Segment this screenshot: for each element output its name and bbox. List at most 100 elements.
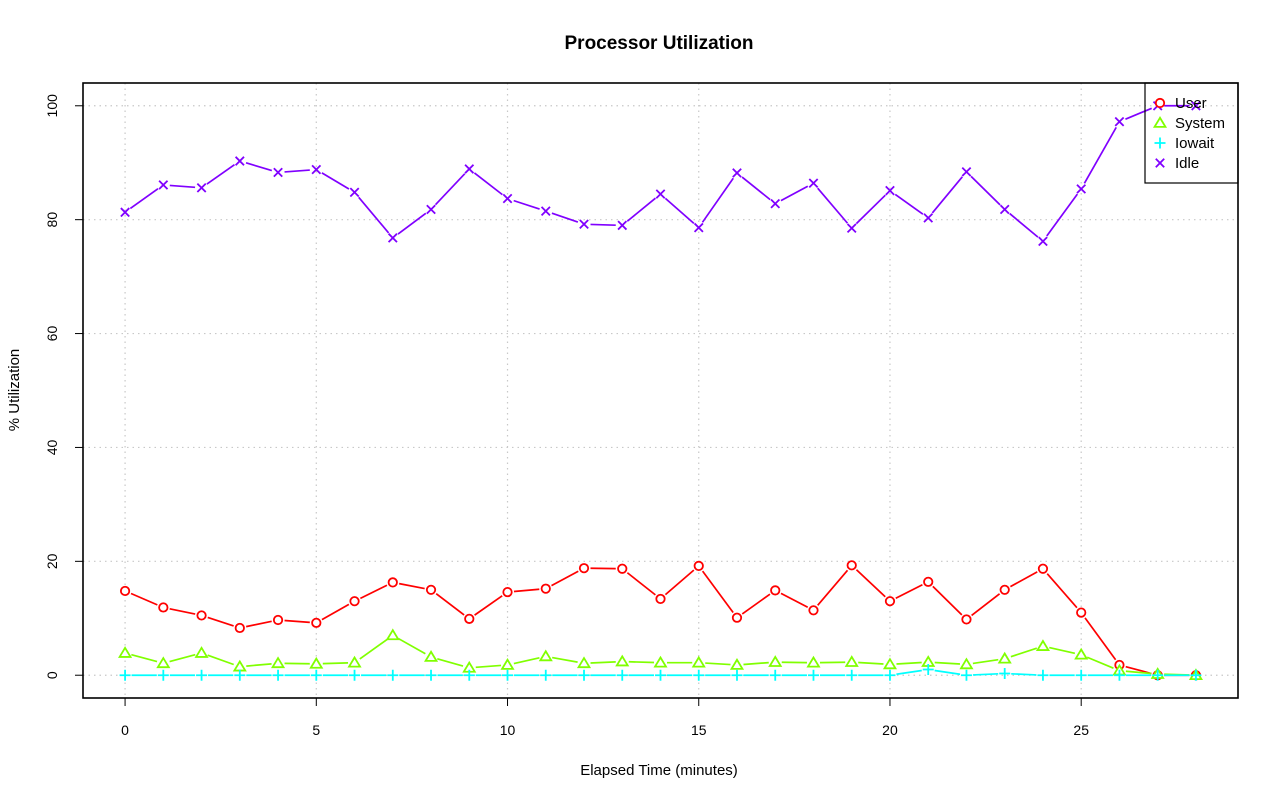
series-idle-segment — [358, 196, 390, 234]
series-system-point — [576, 656, 592, 669]
series-iowait-point — [349, 669, 361, 681]
series-user-segment — [664, 569, 695, 596]
series-iowait-point — [769, 669, 781, 681]
series-idle-segment — [473, 172, 503, 196]
legend: User System Iowait Idle — [1144, 82, 1239, 184]
series-iowait-point — [1190, 669, 1202, 681]
series-user-segment — [817, 569, 849, 606]
legend-label-system: System — [1175, 115, 1225, 132]
series-system-point — [959, 657, 974, 670]
series-system-segment — [705, 662, 731, 666]
legend-marker-idle — [1155, 158, 1165, 168]
x-tick-label: 0 — [121, 722, 129, 738]
series-iowait-point — [884, 669, 896, 681]
legend-label-idle: Idle — [1175, 155, 1199, 172]
series-iowait-point — [502, 669, 514, 681]
series-idle-point — [1038, 236, 1048, 247]
series-idle-segment — [551, 212, 579, 223]
series-idle-segment — [817, 187, 849, 224]
series-iowait-point — [1037, 669, 1049, 681]
series-iowait-point — [846, 669, 858, 681]
series-user-point — [234, 622, 245, 634]
series-system-point — [385, 628, 400, 641]
series-system-segment — [590, 660, 616, 664]
series-user-point — [884, 596, 896, 607]
series-iowait-point — [119, 669, 131, 681]
series-idle-segment — [931, 176, 963, 214]
series-user-point — [617, 563, 628, 574]
series-system-point — [309, 656, 324, 669]
series-idle-point — [1114, 116, 1125, 127]
series-idle-segment — [1083, 126, 1117, 184]
series-system-point — [1074, 647, 1089, 660]
series-user-segment — [130, 592, 158, 606]
series-idle-segment — [245, 162, 273, 172]
grid — [83, 83, 1238, 698]
series-idle-point — [1191, 100, 1201, 111]
series-user-point — [578, 563, 590, 574]
series-idle-point — [120, 207, 130, 218]
series-system-point — [691, 655, 706, 668]
y-axis-title: % Utilization — [6, 349, 23, 432]
chart-title: Processor Utilization — [565, 33, 754, 54]
series-iowait-point — [731, 669, 743, 681]
series-idle-point — [349, 187, 360, 198]
series-iowait-point — [1113, 669, 1125, 681]
series-idle-point — [502, 193, 513, 204]
series-user-segment — [780, 592, 809, 609]
series-user-point — [349, 596, 360, 607]
series-system-segment — [934, 661, 961, 665]
legend-box — [1144, 82, 1239, 184]
series-system-segment — [1125, 670, 1152, 675]
series-user-segment — [1084, 617, 1117, 661]
series-system-point — [538, 649, 553, 662]
series-idle-segment — [626, 197, 657, 222]
series-idle-point — [961, 166, 972, 177]
series-user-segment — [971, 593, 1001, 617]
series-system-point — [271, 656, 286, 669]
series-user-segment — [626, 572, 656, 596]
series-system-point — [882, 657, 898, 670]
series-idle-point — [464, 164, 475, 174]
legend-marker-user — [1154, 97, 1166, 109]
series-user-point — [502, 586, 513, 598]
series-user-point — [961, 614, 972, 625]
series-idle-segment — [129, 188, 159, 210]
series-user-point — [272, 614, 284, 626]
series-system-segment — [1010, 647, 1038, 658]
series-iowait-point — [196, 669, 208, 681]
series-iowait-point — [578, 669, 590, 681]
series-user-segment — [359, 584, 388, 600]
series-system-segment — [896, 661, 922, 665]
series-iowait-point — [960, 669, 972, 681]
series-iowait-point — [540, 669, 552, 681]
series-idle-segment — [664, 197, 695, 224]
series-user-segment — [701, 570, 734, 613]
series-user-point — [425, 584, 437, 595]
series-system-segment — [322, 662, 349, 665]
series-user-segment — [551, 570, 579, 587]
series-user-segment — [474, 595, 503, 616]
series-idle-point — [732, 168, 742, 178]
plot-frame — [82, 82, 1239, 699]
series-iowait-point — [807, 669, 819, 681]
series-idle-segment — [780, 185, 809, 202]
series-idle-point — [196, 182, 207, 193]
series-iowait-point — [463, 669, 475, 681]
series-iowait-point — [616, 669, 628, 681]
y-tick-label: 100 — [44, 94, 60, 118]
series-idle-point — [885, 185, 895, 196]
series-idle-segment — [741, 176, 771, 201]
series-system-point — [156, 656, 171, 669]
series-user-point — [1076, 607, 1087, 618]
series-system-point — [653, 655, 668, 668]
y-tick-label: 60 — [44, 326, 60, 342]
series-iowait-point — [693, 669, 705, 681]
series-system-segment — [552, 656, 578, 663]
series-user-point — [1037, 563, 1049, 574]
series-user-segment — [1046, 573, 1078, 609]
series-idle-point — [923, 213, 934, 223]
series-user-segment — [513, 588, 540, 593]
series-system-point — [997, 651, 1012, 664]
